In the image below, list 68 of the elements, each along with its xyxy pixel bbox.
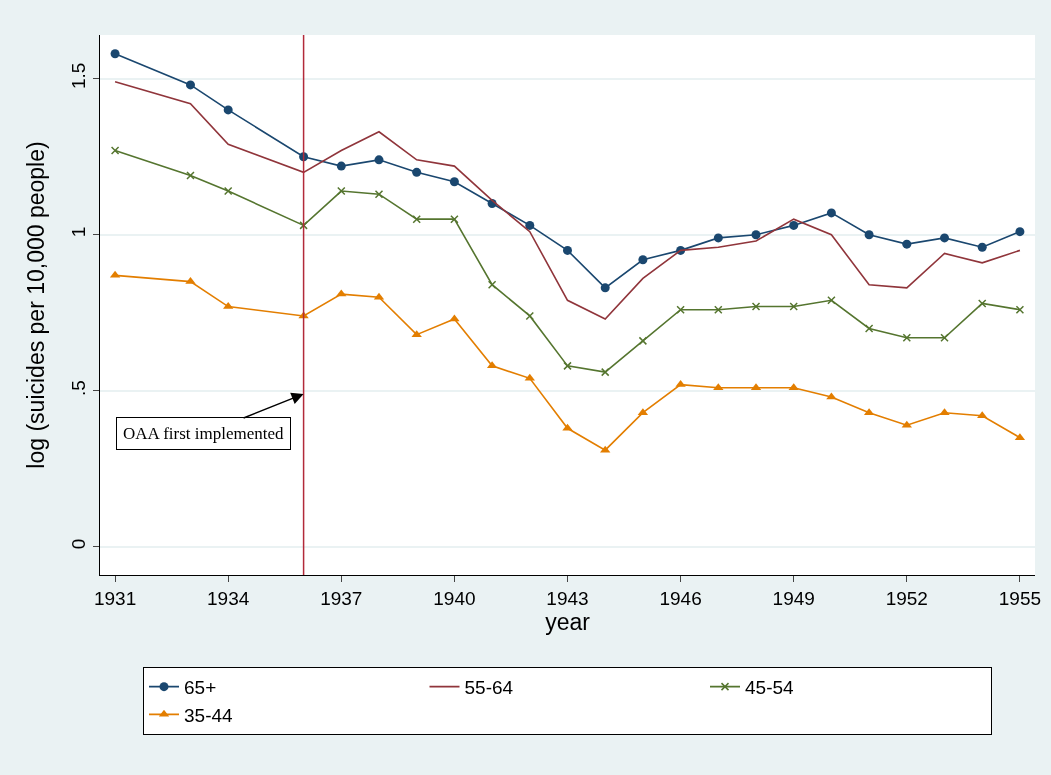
point	[789, 302, 798, 311]
point	[638, 336, 648, 346]
point	[450, 214, 459, 224]
point	[940, 333, 949, 343]
y-axis-title: log (suicides per 10,000 people)	[23, 141, 49, 469]
legend-label: 35-44	[184, 704, 234, 726]
y-tick-label: .5	[68, 380, 90, 396]
point	[789, 220, 799, 230]
point	[525, 220, 535, 230]
x-tick-label: 1931	[93, 587, 137, 609]
point	[977, 242, 987, 252]
point	[524, 373, 535, 381]
point	[336, 161, 346, 171]
point	[374, 155, 384, 165]
point	[940, 233, 950, 243]
point	[110, 146, 120, 155]
point	[714, 305, 723, 314]
point	[827, 296, 836, 305]
point	[600, 283, 610, 293]
y-tick-label: 0	[68, 538, 90, 550]
point	[600, 367, 610, 377]
line-series	[114, 81, 1021, 320]
point	[412, 214, 421, 224]
point	[412, 167, 422, 177]
x-tick-label: 1955	[998, 587, 1042, 609]
point	[563, 361, 572, 371]
point	[977, 411, 988, 419]
point	[864, 324, 874, 333]
point	[751, 302, 761, 311]
y-tick-label: 1	[68, 226, 90, 238]
legend-label: 65+	[184, 677, 217, 699]
point	[638, 255, 648, 265]
point	[713, 233, 723, 243]
point	[902, 239, 912, 249]
point	[487, 280, 497, 289]
point	[374, 189, 384, 199]
x-tick-label: 1952	[885, 587, 928, 609]
point	[751, 230, 761, 240]
point	[299, 221, 308, 230]
point	[223, 105, 233, 115]
point	[562, 423, 573, 431]
ref-line-label: OAA first implemented	[123, 424, 285, 443]
point	[449, 177, 459, 187]
point	[223, 186, 233, 196]
x-tick-label: 1940	[433, 587, 476, 609]
x-tick-label: 1943	[546, 587, 589, 609]
point	[902, 333, 912, 343]
x-tick-label: 1946	[659, 587, 702, 609]
point	[563, 245, 572, 255]
x-tick-label: 1934	[207, 587, 250, 609]
point	[826, 208, 836, 218]
y-tick-label: 1.5	[68, 62, 90, 90]
x-tick-label: 1949	[772, 587, 815, 609]
legend-label: 55-64	[464, 677, 514, 699]
point	[1015, 227, 1025, 237]
x-axis-title: year	[545, 608, 591, 635]
legend-label: 45-54	[745, 677, 795, 699]
point	[525, 311, 535, 321]
point	[977, 299, 987, 308]
point	[864, 230, 874, 240]
point	[1015, 305, 1025, 314]
point	[110, 49, 120, 59]
x-tick-label: 1937	[320, 587, 363, 609]
point	[676, 305, 685, 314]
point	[185, 80, 195, 90]
point	[186, 171, 195, 180]
point	[336, 289, 347, 297]
point	[337, 186, 346, 196]
